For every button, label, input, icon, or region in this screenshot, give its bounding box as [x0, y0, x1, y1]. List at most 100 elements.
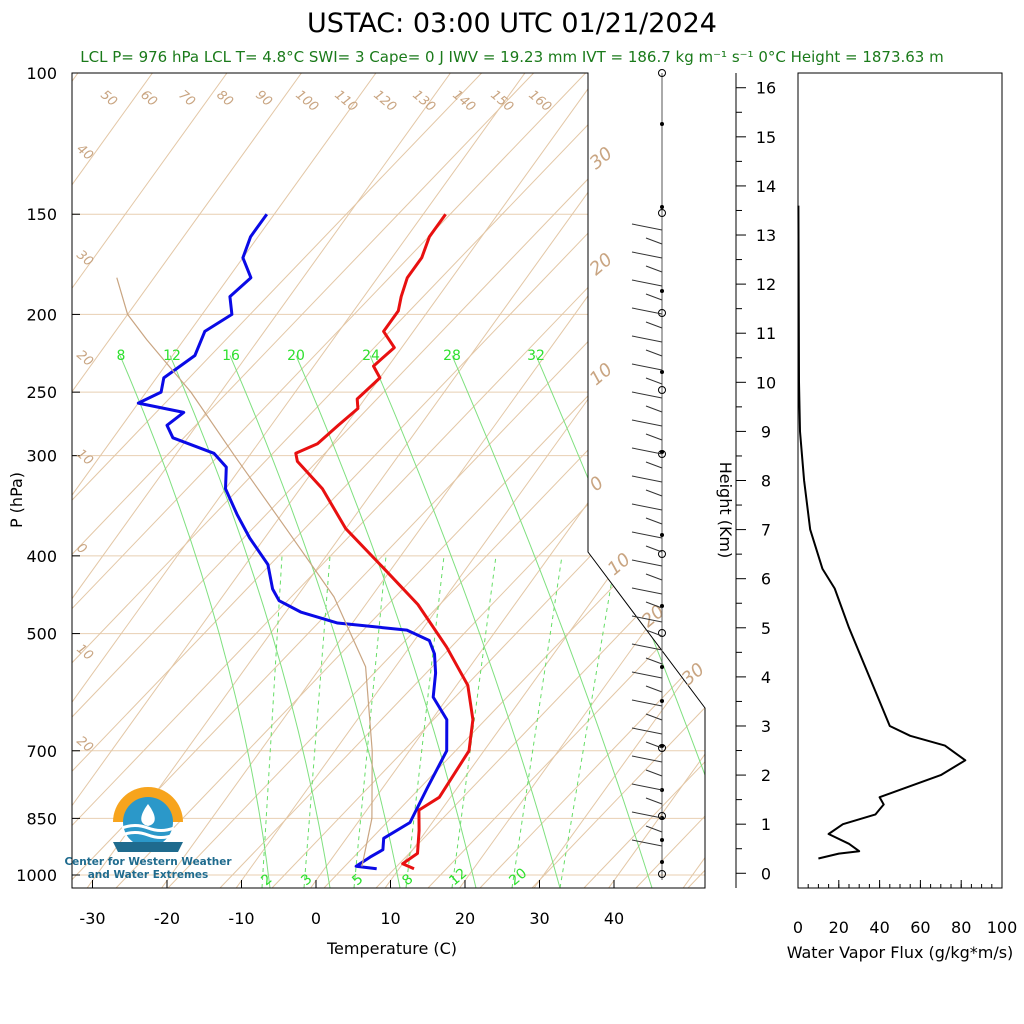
mixing-ratio-upper-label: 8 — [117, 348, 126, 364]
flux-frame — [797, 72, 1003, 889]
mixing-ratio-line — [511, 555, 563, 888]
moist-adiabat-label: 30 — [73, 248, 95, 270]
dry-adiabat-label: 140 — [449, 88, 478, 115]
wind-calm-circle — [658, 550, 666, 558]
dry-adiabat-line — [375, 73, 705, 888]
dry-adiabat-label: 90 — [252, 88, 274, 110]
dry-adiabat-line — [948, 33, 1024, 888]
isotherm-label: 0 — [586, 472, 608, 495]
moist-adiabat-line — [229, 355, 401, 888]
isotherm-label: 30 — [586, 143, 617, 174]
isotherm-label: 10 — [604, 549, 635, 580]
wind-barb — [645, 265, 663, 273]
wind-barb — [631, 587, 663, 595]
wind-barb — [645, 321, 663, 329]
wind-barb — [631, 503, 663, 511]
mixing-ratio-label: 20 — [506, 865, 530, 889]
wind-calm-circle — [658, 69, 666, 77]
height-tick-label: 12 — [756, 275, 776, 294]
isotherm-line — [0, 73, 3, 892]
moist-adiabat-label: 10 — [73, 642, 95, 664]
isotherm-line — [232, 73, 705, 888]
temperature-tick-label: 30 — [529, 909, 549, 928]
wind-barb — [631, 559, 663, 567]
wind-barb — [645, 517, 663, 525]
dry-adiabat-label: 60 — [137, 88, 159, 110]
wind-barb — [631, 279, 663, 287]
dry-adiabat-line — [323, 73, 705, 888]
isotherm-line — [72, 73, 451, 888]
pressure-tick-label: 500 — [26, 625, 57, 644]
mixing-ratio-line — [303, 555, 331, 888]
wind-level-dot — [660, 205, 664, 209]
isotherm-line — [755, 73, 1024, 892]
height-tick-label: 7 — [761, 521, 771, 540]
height-tick-label: 13 — [756, 226, 776, 245]
wind-barb — [631, 363, 663, 371]
isotherm-line — [72, 73, 526, 888]
moist-adiabat-line — [535, 355, 705, 888]
height-tick-label: 3 — [761, 717, 771, 736]
flux-tick-label: 100 — [987, 918, 1018, 937]
dry-adiabat-label: 100 — [292, 88, 321, 115]
skewt-frame — [71, 72, 706, 889]
x-axis-label: Temperature (C) — [326, 939, 457, 958]
isotherm-line — [72, 73, 600, 888]
dry-adiabat-label: 120 — [370, 88, 399, 115]
height-tick-label: 2 — [761, 766, 771, 785]
pressure-tick-label: 200 — [26, 305, 57, 324]
dry-adiabat-line — [896, 33, 1024, 888]
isotherm-line — [605, 73, 705, 888]
dry-adiabat-line — [72, 73, 705, 888]
dry-adiabat-line — [219, 73, 705, 888]
flux-tick-label: 40 — [869, 918, 889, 937]
dry-adiabat-label: 80 — [213, 88, 235, 110]
mixing-ratio-label: 8 — [399, 871, 416, 889]
wind-barb — [631, 671, 663, 679]
dry-adiabat-line — [72, 73, 677, 888]
moist-adiabat-line — [119, 355, 271, 888]
isotherm-line — [530, 73, 705, 888]
wind-barb — [631, 531, 663, 539]
isotherm-line — [83, 73, 675, 888]
flux-tick-label: 0 — [793, 918, 803, 937]
wind-barb — [645, 405, 663, 413]
moist-adiabat-line — [451, 355, 653, 888]
height-tick-label: 10 — [756, 373, 776, 392]
flux-tick-label: 20 — [829, 918, 849, 937]
height-tick-label: 14 — [756, 177, 776, 196]
height-tick-label: 9 — [761, 422, 771, 441]
pressure-tick-label: 700 — [26, 742, 57, 761]
moist-adiabat-label: 0 — [73, 541, 89, 558]
pressure-tick-label: 1000 — [16, 866, 57, 885]
wind-barb — [645, 685, 663, 693]
wind-barb — [645, 657, 663, 665]
wind-barb — [645, 573, 663, 581]
moist-adiabat-line — [295, 355, 477, 888]
height-tick-label: 1 — [761, 815, 771, 834]
temperature-tick-label: 0 — [311, 909, 321, 928]
dry-adiabat-line — [427, 73, 705, 888]
moist-adiabat-label: 20 — [73, 734, 95, 756]
water-vapor-flux-trace — [797, 205, 967, 860]
isotherm-line — [72, 73, 377, 888]
wind-barb — [645, 237, 663, 245]
mixing-ratio-upper-label: 24 — [362, 348, 380, 364]
wind-barb — [631, 755, 663, 763]
dry-adiabat-line — [72, 73, 625, 888]
dry-adiabat-line — [479, 73, 705, 888]
isotherm-line — [158, 73, 705, 888]
temperature-tick-label: 10 — [380, 909, 400, 928]
temperature-tick-label: -30 — [79, 909, 105, 928]
isotherm-label: 30 — [678, 659, 709, 690]
moist-adiabat-line — [369, 355, 561, 888]
wind-barb — [631, 223, 663, 231]
wind-calm-circle — [658, 386, 666, 394]
dry-adiabat-line — [271, 73, 705, 888]
dry-adiabat-line — [72, 73, 521, 888]
dry-adiabat-line — [1000, 33, 1024, 888]
logo-text-line1: Center for Western Weather — [64, 856, 232, 868]
wind-level-dot — [660, 838, 664, 842]
isotherm-label: 10 — [586, 359, 617, 390]
pressure-tick-label: 150 — [26, 205, 57, 224]
